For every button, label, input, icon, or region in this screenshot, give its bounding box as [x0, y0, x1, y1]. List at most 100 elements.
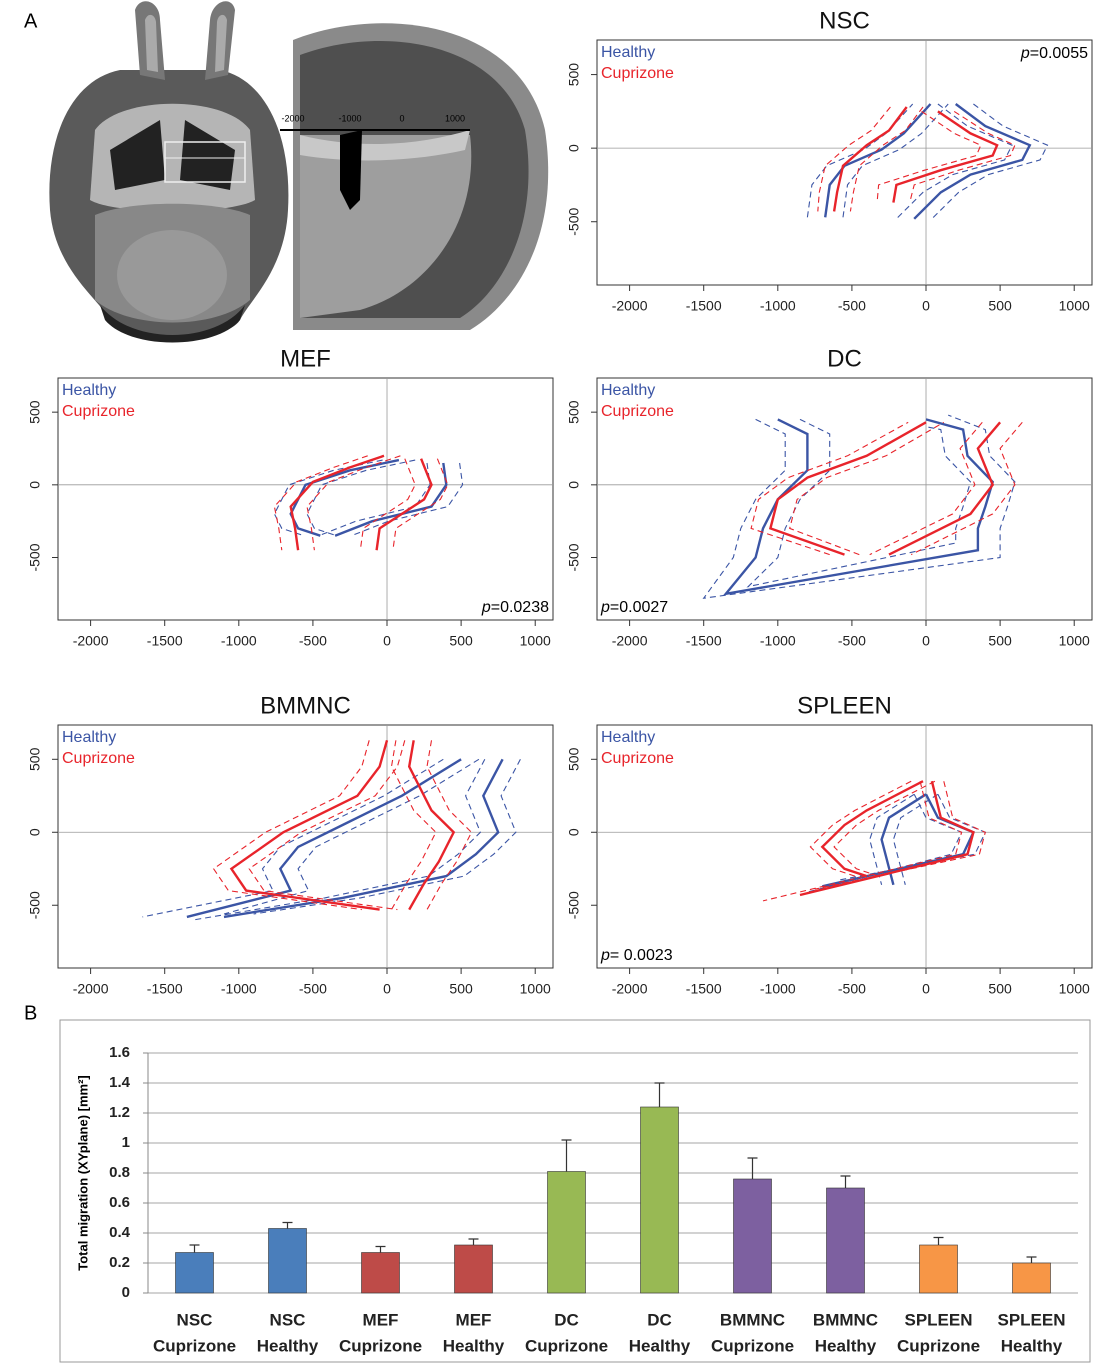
y-tick-label: 500: [27, 400, 43, 424]
error-bar: [562, 1140, 572, 1172]
x-tick-label: Healthy: [443, 1336, 505, 1355]
error-bar: [748, 1158, 758, 1179]
y-tick-label: 1.6: [109, 1044, 130, 1061]
bar: [269, 1229, 307, 1294]
x-tick-label: -500: [299, 633, 327, 649]
x-tick-label: 500: [988, 981, 1012, 997]
confidence-line: [143, 759, 521, 920]
y-tick-label: 500: [566, 63, 582, 87]
x-tick-label: 0: [383, 981, 391, 997]
p-number: =0.0027: [610, 599, 668, 616]
legend-label: Healthy: [601, 382, 655, 399]
line: [825, 104, 1030, 219]
chart-title: SPLEEN: [797, 692, 892, 719]
p-value: p= 0.0023: [600, 947, 673, 964]
x-tick-label: 500: [449, 633, 473, 649]
x-tick-label: -1000: [221, 633, 257, 649]
p-value: p=0.0238: [481, 599, 549, 616]
confidence-line: [807, 104, 1047, 219]
x-tick-label: 0: [922, 633, 930, 649]
x-tick-label: -1000: [760, 633, 796, 649]
x-tick-label: -2000: [612, 298, 648, 314]
confidence-line: [274, 456, 447, 550]
y-tick-label: 500: [566, 747, 582, 771]
x-tick-label: DC: [554, 1310, 579, 1329]
line: [800, 781, 973, 895]
scale-label: 1000: [445, 113, 465, 123]
x-tick-label: 500: [449, 981, 473, 997]
p-value: p=0.0055: [1020, 45, 1088, 62]
error-bar: [1027, 1257, 1037, 1263]
error-bar: [841, 1176, 851, 1188]
chart-title: NSC: [819, 7, 870, 34]
x-tick-label: NSC: [177, 1310, 213, 1329]
x-tick-label: Healthy: [815, 1336, 877, 1355]
x-tick-label: 1000: [1059, 633, 1090, 649]
y-tick-label: 0.6: [109, 1194, 130, 1211]
legend-label: Cuprizone: [62, 750, 135, 767]
x-tick-label: -2000: [612, 633, 648, 649]
x-tick-label: 0: [922, 981, 930, 997]
y-tick-label: 1.4: [109, 1074, 131, 1091]
x-tick-label: -500: [838, 633, 866, 649]
error-bar: [655, 1083, 665, 1107]
x-tick-label: -1500: [147, 633, 183, 649]
error-bar: [376, 1247, 386, 1253]
x-tick-label: Healthy: [257, 1336, 319, 1355]
panel-label: A: [24, 10, 38, 32]
bar: [1013, 1263, 1051, 1293]
x-tick-label: -500: [838, 298, 866, 314]
bar: [734, 1179, 772, 1293]
brain-diagram: -2000 -1000 0 1000: [49, 1, 548, 342]
x-tick-label: Cuprizone: [153, 1336, 236, 1355]
x-tick-label: Cuprizone: [711, 1336, 794, 1355]
x-tick-label: -1500: [686, 981, 722, 997]
x-tick-label: Healthy: [1001, 1336, 1063, 1355]
x-tick-label: Healthy: [629, 1336, 691, 1355]
legend-label: Cuprizone: [601, 403, 674, 420]
y-tick-label: -500: [27, 891, 43, 919]
x-tick-label: -1000: [760, 981, 796, 997]
panel-label: B: [24, 1002, 37, 1024]
x-tick-label: -1000: [760, 298, 796, 314]
y-tick-label: 0.4: [109, 1224, 131, 1241]
legend-label: Cuprizone: [601, 65, 674, 82]
y-tick-label: -500: [566, 543, 582, 571]
error-bar: [469, 1239, 479, 1245]
legend-label: Healthy: [601, 44, 655, 61]
x-tick-label: 1000: [1059, 298, 1090, 314]
x-tick-label: -2000: [73, 633, 109, 649]
y-tick-label: -500: [566, 891, 582, 919]
x-tick-label: DC: [647, 1310, 672, 1329]
x-tick-label: 0: [922, 298, 930, 314]
y-tick-label: 0: [27, 481, 43, 489]
bar: [920, 1245, 958, 1293]
y-axis-label: Total migration (XYplane) [mm²]: [75, 1075, 90, 1271]
bar: [362, 1253, 400, 1294]
y-tick-label: 500: [27, 747, 43, 771]
x-tick-label: 500: [988, 633, 1012, 649]
p-symbol: p: [600, 599, 610, 616]
p-symbol: p: [1020, 45, 1030, 62]
x-tick-label: MEF: [456, 1310, 492, 1329]
error-bar: [190, 1245, 200, 1253]
x-tick-label: BMMNC: [720, 1310, 785, 1329]
y-tick-label: 0: [566, 144, 582, 152]
legend-label: Cuprizone: [62, 403, 135, 420]
x-tick-label: BMMNC: [813, 1310, 878, 1329]
x-tick-label: SPLEEN: [997, 1310, 1065, 1329]
y-tick-label: 0: [566, 828, 582, 836]
bar: [455, 1245, 493, 1293]
x-tick-label: 0: [383, 633, 391, 649]
x-tick-label: NSC: [270, 1310, 306, 1329]
y-tick-label: 500: [566, 400, 582, 424]
x-tick-label: -2000: [73, 981, 109, 997]
x-tick-label: 1000: [1059, 981, 1090, 997]
y-tick-label: 0.8: [109, 1164, 130, 1181]
error-bar: [934, 1238, 944, 1246]
legend-label: Healthy: [601, 729, 655, 746]
x-tick-label: 1000: [520, 981, 551, 997]
y-tick-label: 0.2: [109, 1254, 130, 1271]
x-tick-label: MEF: [363, 1310, 399, 1329]
y-tick-label: -500: [27, 543, 43, 571]
